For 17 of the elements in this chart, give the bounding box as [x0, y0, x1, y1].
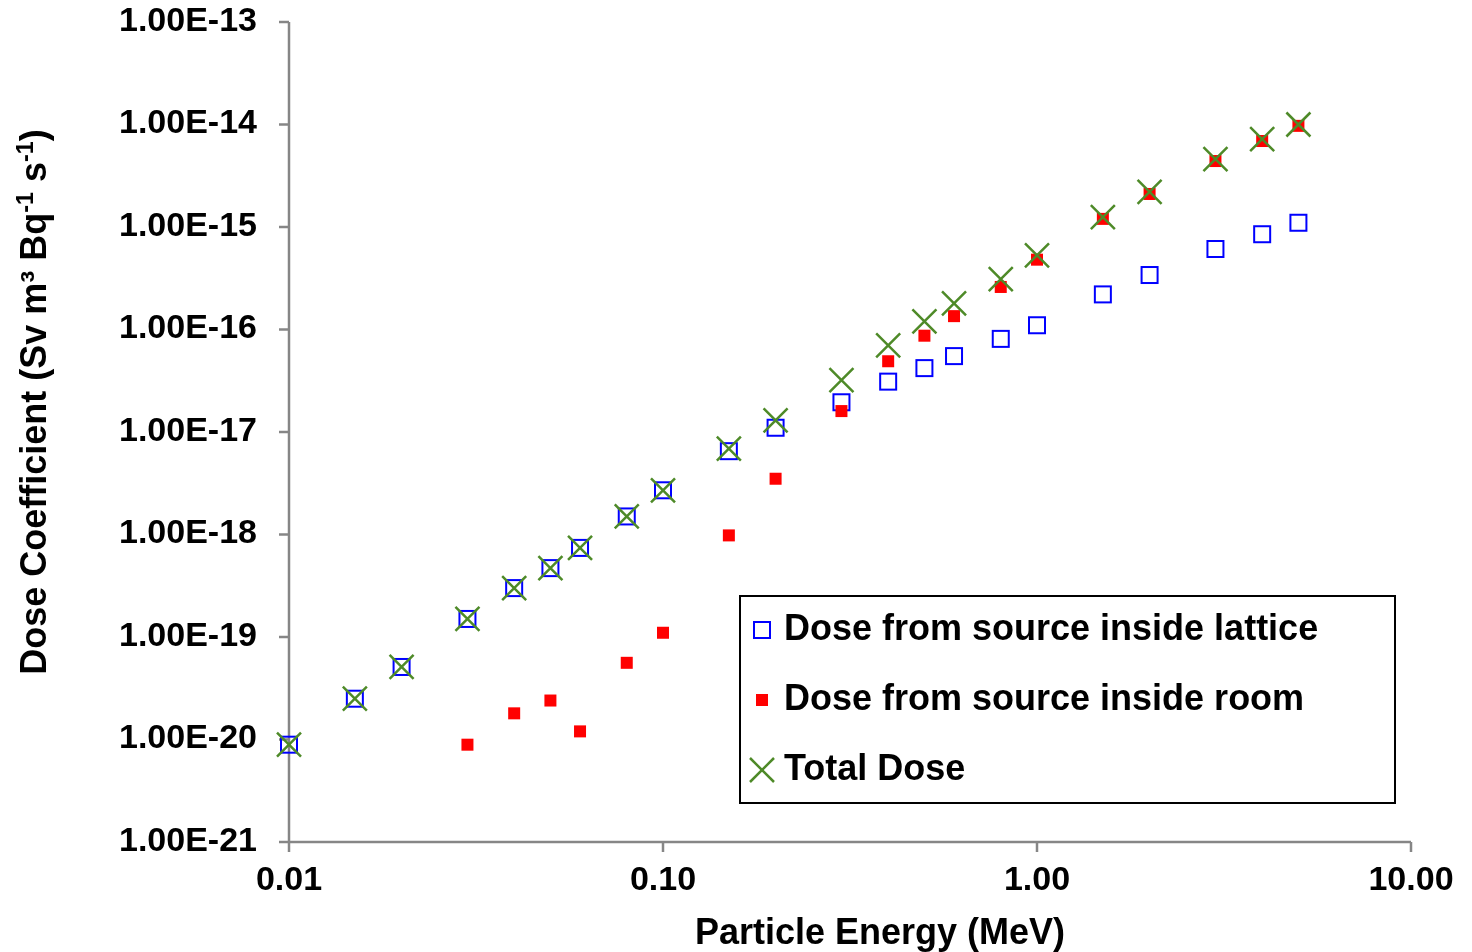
y-tick-label: 1.00E-17	[119, 409, 257, 448]
x-tick-label: 0.01	[255, 859, 323, 897]
y-tick-label: 1.00E-14	[119, 102, 258, 141]
legend-label: Dose from source inside lattice	[784, 606, 1319, 648]
x-axis-title: Particle Energy (MeV)	[694, 911, 1066, 952]
x-tick-label: 1.00	[1003, 859, 1071, 897]
x-tick-label: 10.00	[1368, 859, 1454, 897]
y-tick-label: 1.00E-13	[119, 0, 257, 38]
y-tick-label: 1.00E-16	[119, 307, 257, 346]
y-tick-label: 1.00E-19	[119, 614, 257, 653]
legend-label: Dose from source inside room	[784, 676, 1305, 718]
x-tick-label: 0.10	[629, 859, 697, 897]
y-tick-label: 1.00E-20	[119, 717, 257, 756]
y-tick-label: 1.00E-18	[119, 512, 257, 551]
legend-label: Total Dose	[784, 746, 966, 788]
y-tick-label: 1.00E-15	[119, 204, 257, 243]
y-tick-label: 1.00E-21	[119, 819, 257, 858]
